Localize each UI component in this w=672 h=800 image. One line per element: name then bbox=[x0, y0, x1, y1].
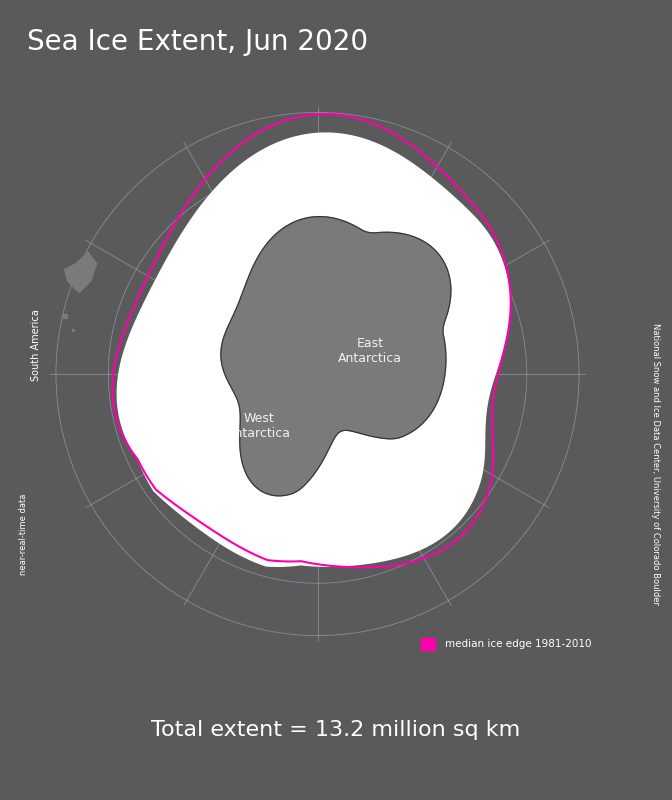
Polygon shape bbox=[221, 217, 451, 496]
Text: Total extent = 13.2 million sq km: Total extent = 13.2 million sq km bbox=[151, 720, 521, 739]
Text: National Snow and Ice Data Center, University of Colorado Boulder: National Snow and Ice Data Center, Unive… bbox=[650, 323, 660, 605]
Text: East
Antarctica: East Antarctica bbox=[338, 337, 402, 365]
Text: near-real-time data: near-real-time data bbox=[19, 493, 28, 574]
Text: median ice edge 1981-2010: median ice edge 1981-2010 bbox=[446, 638, 592, 649]
Text: South America: South America bbox=[31, 309, 40, 381]
Text: Sea Ice Extent, Jun 2020: Sea Ice Extent, Jun 2020 bbox=[27, 28, 368, 56]
Bar bbox=[421, 638, 435, 650]
Polygon shape bbox=[118, 133, 510, 566]
Text: West
Antarctica: West Antarctica bbox=[227, 412, 292, 440]
Polygon shape bbox=[65, 252, 97, 293]
